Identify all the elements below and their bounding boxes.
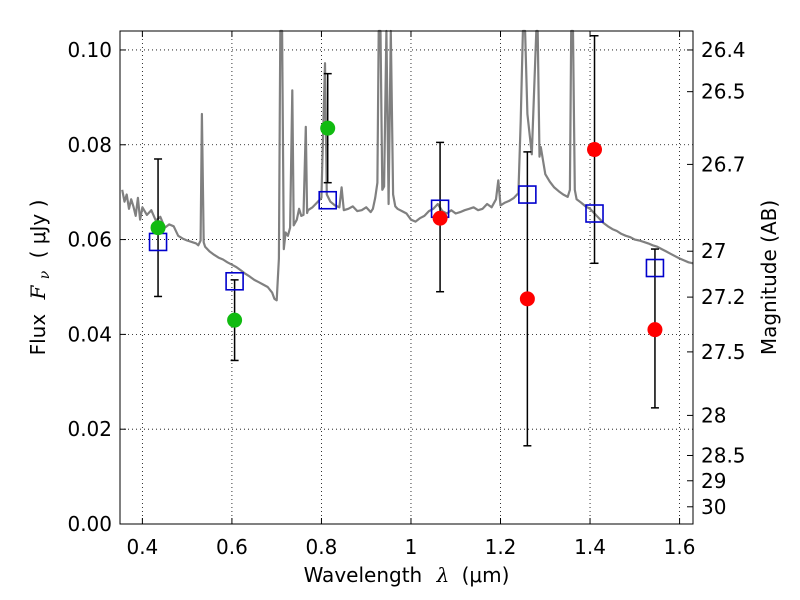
model-point-4 [518,185,537,204]
x-tick-label-2: 0.8 [306,535,338,559]
x-axis-title-unit: (μm) [462,563,510,587]
template-spectrum-line [121,29,694,302]
axis-ticks [120,31,693,525]
model-point-1 [225,271,244,291]
y-tick-label-1: 0.02 [67,417,112,441]
x-tick-label-1: 0.6 [216,535,248,559]
observed-point-2 [320,120,336,136]
template-spectrum [121,29,694,302]
y2-tick-label-3: 27 [701,239,726,263]
x-axis-title: Wavelength λ (μm) [304,563,510,587]
x-axis-title-symbol: λ [436,563,450,587]
y2-tick-label-1: 26.5 [701,80,746,104]
observed-point-0 [150,220,166,236]
y2-axis-title: Magnitude (AB) [757,200,781,355]
x-tick-label-5: 1.4 [574,535,606,559]
y-axis-title-subscript: ν [37,270,53,279]
y-tick-label-2: 0.04 [67,322,112,346]
y2-tick-label-9: 30 [701,495,726,519]
y-tick-label-3: 0.06 [67,228,112,252]
y-tick-label-5: 0.10 [67,38,112,62]
y-tick-label-4: 0.08 [67,133,112,157]
model-point-2 [318,190,338,210]
observed-point-4 [519,291,535,307]
x-axis-title-prefix: Wavelength [304,563,423,587]
model-point-5 [585,204,604,223]
y2-tick-label-0: 26.4 [701,38,746,62]
x-tick-label-3: 1 [405,535,418,559]
y2-tick-label-5: 27.5 [701,340,746,364]
observed-point-6 [647,322,663,338]
x-tick-label-6: 1.6 [664,535,696,559]
y-axis-title: Flux F ν ( μJy ) [26,200,54,356]
x-tick-label-0: 0.4 [126,535,158,559]
x-tick-label-4: 1.2 [485,535,517,559]
observed-point-1 [227,312,243,328]
model-point-6 [645,258,665,278]
y2-tick-label-7: 28.5 [701,443,746,467]
y-axis-title-prefix: Flux [26,314,50,356]
y2-tick-label-2: 26.7 [701,152,746,176]
plot-frame [119,30,694,525]
y-axis-title-symbol: F [26,284,50,300]
y2-tick-label-4: 27.2 [701,285,746,309]
y2-tick-label-6: 28 [701,403,726,427]
observed-point-5 [587,142,603,158]
y2-tick-label-8: 29 [701,469,726,493]
observed-point-3 [432,210,448,226]
y-tick-label-0: 0.00 [67,512,112,536]
observed-points [150,120,663,338]
tick-labels: 0.4 0.6 0.8 1 1.2 1.4 1.6 0.00 0.02 0.04 0.06 0.08 0… [67,38,745,559]
y-axis-title-unit: ( μJy ) [26,200,50,259]
